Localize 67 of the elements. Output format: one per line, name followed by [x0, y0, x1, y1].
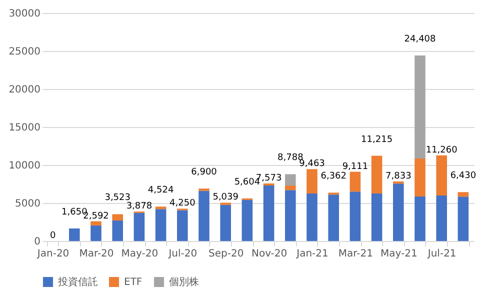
x-tick-label: Jul-20 [168, 248, 198, 260]
bar [436, 196, 447, 241]
y-tick-label: 5000 [15, 198, 40, 210]
bar [350, 192, 361, 241]
bar [177, 210, 188, 241]
y-tick-label: 10000 [8, 160, 40, 172]
bar [436, 155, 447, 196]
x-tick-label: Mar-21 [338, 248, 373, 260]
total-label: 0 [50, 231, 56, 241]
legend-label: 投資信託 [57, 276, 98, 288]
legend-label: ETF [124, 277, 142, 288]
total-label: 7,833 [386, 171, 412, 182]
total-label: 11,260 [426, 145, 458, 156]
bar [263, 186, 274, 241]
total-label: 4,250 [170, 198, 196, 209]
bar [198, 190, 210, 241]
bar [306, 169, 318, 194]
bar [263, 183, 274, 186]
x-tick-label: Jul-21 [426, 248, 456, 260]
total-label: 11,215 [361, 134, 393, 145]
total-label: 3,878 [126, 202, 152, 212]
bar [155, 206, 166, 210]
bar [414, 158, 426, 197]
bar [328, 194, 339, 241]
x-tick-label: Jan-21 [296, 248, 328, 260]
total-label: 6,430 [450, 171, 476, 182]
bar [112, 220, 123, 241]
x-tick-label: May-21 [380, 248, 418, 260]
total-label: 6,900 [191, 168, 218, 178]
bar [371, 194, 382, 241]
x-tick-label: Jan-20 [36, 248, 70, 260]
bar [414, 56, 426, 159]
bar [90, 221, 102, 226]
x-tick-label: Sep-20 [208, 248, 244, 260]
y-tick-label: 20000 [8, 84, 40, 96]
bar [371, 156, 382, 194]
bar [285, 186, 296, 190]
x-tick-label: Mar-20 [79, 248, 114, 260]
x-tick-label: Nov-20 [252, 248, 288, 260]
bar [285, 174, 296, 186]
x-tick-label: May-20 [121, 248, 158, 260]
bar [242, 200, 253, 241]
bar [69, 228, 80, 241]
y-tick-label: 25000 [8, 46, 40, 58]
bar [220, 204, 231, 241]
bar [155, 209, 166, 241]
y-tick-label: 15000 [8, 122, 40, 134]
bar [134, 212, 145, 241]
legend-label: 個別株 [169, 276, 199, 288]
bar [350, 172, 361, 192]
y-tick-label: 0 [34, 236, 40, 248]
bar [306, 194, 318, 241]
bar [112, 214, 123, 220]
bar [393, 184, 404, 241]
total-label: 4,524 [148, 186, 174, 196]
bar [285, 190, 296, 241]
bar [393, 181, 404, 184]
bar [414, 196, 426, 241]
total-label: 9,463 [299, 159, 325, 170]
bar [90, 225, 102, 241]
y-tick-label: 30000 [8, 8, 40, 20]
bar [458, 196, 469, 241]
bar [458, 192, 469, 197]
total-label: 6,362 [320, 172, 346, 182]
total-label: 5,039 [212, 192, 239, 203]
total-label: 9,111 [342, 162, 368, 172]
total-label: 24,408 [404, 34, 436, 44]
